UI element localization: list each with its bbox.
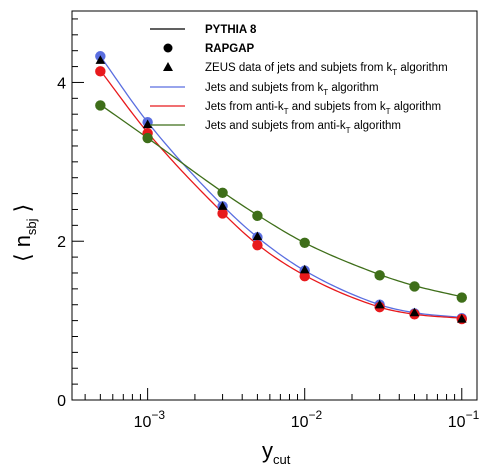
zeus-data-point bbox=[409, 307, 420, 317]
plot-frame bbox=[71, 10, 478, 401]
legend-text-part: algorithm bbox=[391, 101, 442, 113]
x-tick-label-exponent: −2 bbox=[309, 408, 323, 422]
x-tick-label-base: 10 bbox=[291, 414, 309, 431]
axis-ticks bbox=[72, 18, 463, 401]
y-axis-label-close: ⟩ bbox=[10, 204, 35, 219]
legend-label-pythia: PYTHIA 8 bbox=[205, 24, 257, 36]
rapgap-point bbox=[456, 292, 467, 303]
legend-marker-zeus bbox=[163, 62, 173, 71]
y-tick-label: 4 bbox=[57, 75, 66, 92]
legend-subscript: T bbox=[284, 107, 289, 116]
legend-text-part: Jets from anti-k bbox=[205, 101, 284, 113]
legend-label-series: Jets and subjets from anti-kT algorithm bbox=[205, 120, 401, 135]
legend-subscript: T bbox=[346, 126, 351, 135]
rapgap-point bbox=[142, 132, 153, 144]
legend-subscript: T bbox=[323, 88, 328, 97]
zeus-data-point bbox=[299, 264, 310, 274]
legend-subscript: T bbox=[386, 107, 391, 116]
rapgap-point bbox=[95, 100, 106, 111]
x-axis-label: ycut bbox=[262, 438, 291, 467]
series-curve bbox=[99, 104, 462, 298]
rapgap-point bbox=[299, 270, 310, 282]
rapgap-point bbox=[217, 187, 228, 198]
legend-text-part: ZEUS data of jets and subjets from k bbox=[205, 62, 393, 74]
y-axis-label-text: ⟨ nsbj ⟩ bbox=[10, 204, 39, 262]
x-tick-label-exponent: −3 bbox=[151, 408, 165, 422]
series-curve bbox=[99, 55, 462, 319]
x-tick-label: 10−3 bbox=[134, 408, 166, 431]
zeus-data-point bbox=[252, 231, 263, 241]
x-tick-labels: 10−3 10−2 10−1 bbox=[134, 408, 480, 431]
x-axis-label-text: ycut bbox=[262, 438, 291, 467]
legend-label-zeus: ZEUS data of jets and subjets from kT al… bbox=[205, 62, 448, 77]
legend-text-part: algorithm bbox=[351, 120, 402, 132]
zeus-data-point bbox=[217, 201, 228, 210]
x-axis-label-subscript: cut bbox=[273, 452, 291, 467]
legend: PYTHIA 8 RAPGAP ZEUS data of jets and subj… bbox=[150, 24, 448, 135]
x-tick-label: 10−2 bbox=[291, 408, 323, 431]
legend-text-part: algorithm bbox=[328, 82, 379, 94]
y-tick-label: 0 bbox=[57, 393, 66, 410]
y-axis-label: ⟨ nsbj ⟩ bbox=[10, 204, 39, 262]
zeus-data-point bbox=[142, 119, 153, 129]
legend-label-series: Jets and subjets from kT algorithm bbox=[205, 82, 379, 97]
curves bbox=[99, 55, 462, 319]
legend-text-part: Jets and subjets from anti-k bbox=[205, 120, 346, 132]
zeus-data-point bbox=[374, 299, 385, 309]
zeus-data-point bbox=[456, 314, 467, 323]
y-axis-label-subscript: sbj bbox=[24, 218, 39, 235]
x-axis-label-base: y bbox=[262, 438, 273, 463]
x-tick-label: 10−1 bbox=[448, 408, 480, 431]
legend-text-part: algorithm bbox=[397, 62, 448, 74]
legend-marker-rapgap bbox=[163, 43, 173, 53]
rapgap-point bbox=[409, 281, 420, 292]
legend-subscript: T bbox=[392, 68, 397, 77]
legend-label-series: Jets from anti-kT and subjets from kT al… bbox=[205, 101, 441, 116]
x-tick-label-base: 10 bbox=[134, 414, 152, 431]
rapgap-point bbox=[374, 270, 385, 281]
x-tick-label-base: 10 bbox=[448, 414, 466, 431]
y-axis-label-open: ⟨ n bbox=[10, 235, 35, 262]
zeus-data-point bbox=[95, 55, 106, 64]
rapgap-point bbox=[95, 66, 106, 77]
rapgap-point bbox=[299, 237, 310, 249]
x-tick-label-exponent: −1 bbox=[466, 408, 480, 422]
legend-text-part: Jets and subjets from k bbox=[205, 82, 323, 94]
legend-text-part: and subjets from k bbox=[289, 101, 386, 113]
points bbox=[95, 51, 467, 325]
y-tick-labels: 0 2 4 bbox=[57, 75, 66, 410]
y-tick-label: 2 bbox=[57, 234, 66, 251]
rapgap-point bbox=[252, 239, 263, 251]
legend-label-rapgap: RAPGAP bbox=[205, 43, 255, 55]
rapgap-point bbox=[252, 210, 263, 222]
rapgap-point bbox=[217, 208, 228, 219]
